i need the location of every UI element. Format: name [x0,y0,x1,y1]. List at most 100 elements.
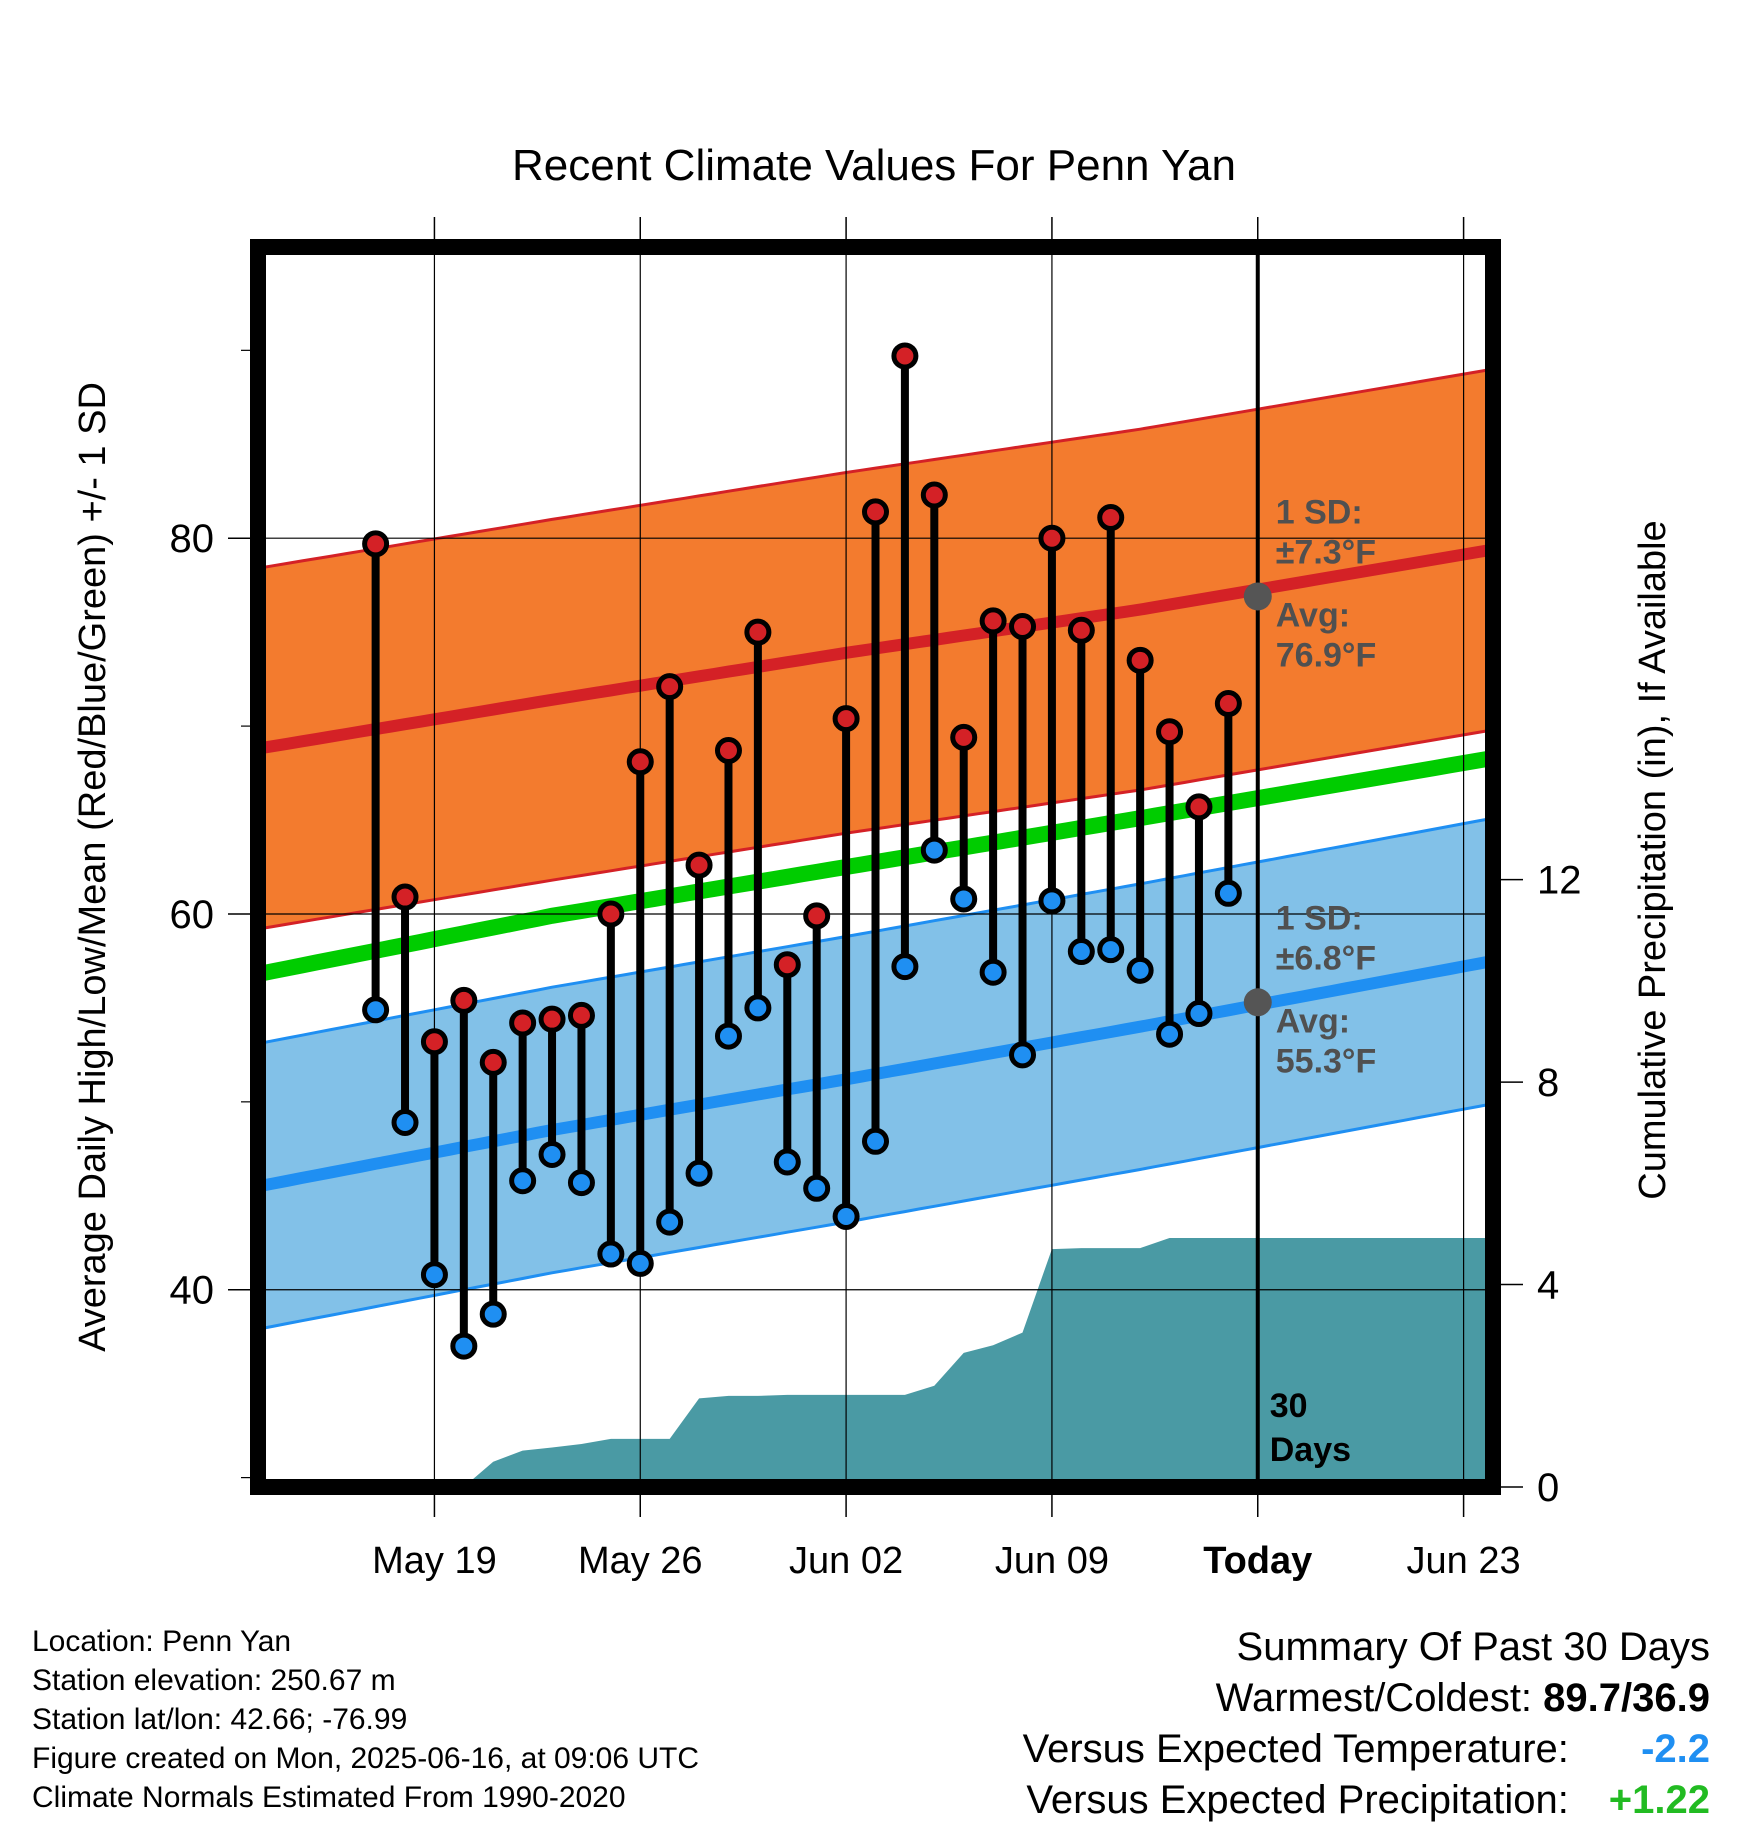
daily-low-point [862,1127,889,1155]
summary-temp-row: Versus Expected Temperature: -2.2 [1023,1724,1710,1775]
daily-high-point [803,902,831,930]
daily-low-point [391,1109,419,1137]
elevation-text: Station elevation: 250.67 m [32,1664,396,1697]
daily-low-point [567,1169,595,1197]
summary-warm-cold-row: Warmest/Coldest: 89.7/36.9 [1023,1673,1710,1724]
daily-high-point [656,673,684,701]
daily-low-point [891,953,919,981]
daily-low-point [1038,887,1066,915]
daily-high-point [420,1028,448,1056]
daily-low-point [744,994,772,1022]
daily-low-point [538,1140,566,1168]
daily-low-point [450,1332,478,1360]
plot-frame [250,239,1501,1495]
daily-high-point [479,1048,507,1076]
daily-low-point [803,1174,831,1202]
daily-low-point [685,1159,713,1187]
low-avg-marker [1243,988,1272,1017]
daily-high-point [597,900,625,928]
high-sd-value: ±7.3°F [1276,533,1376,571]
daily-low-point [1097,936,1125,964]
low-avg-value: 55.3°F [1276,1042,1377,1080]
daily-high-point [362,530,390,558]
daily-high-point [1214,690,1242,718]
high-avg-value: 76.9°F [1276,636,1377,674]
daily-low-point [773,1148,801,1176]
daily-high-point [1038,524,1066,552]
daily-low-point [420,1261,448,1289]
station-info: Location: Penn Yan Station elevation: 25… [32,1622,699,1817]
daily-low-point [979,958,1007,986]
daily-high-point [567,1001,595,1029]
daily-low-point [362,996,390,1024]
x-tick-label: May 26 [578,1540,703,1582]
x-tick-label: Today [1203,1540,1312,1582]
daily-high-point [1067,616,1095,644]
daily-low-point [1126,956,1154,984]
daily-high-point [714,737,742,765]
daily-high-point [685,851,713,879]
y-axis-label-right: Cumulative Precipitation (in), If Availa… [1632,520,1674,1199]
high-sd-upper-edge [258,367,1493,570]
warm-cold-label: Warmest/Coldest: [1215,1676,1533,1720]
y-axis-label-left: Average Daily High/Low/Mean (Red/Blue/Gr… [72,382,114,1352]
plot-area [258,247,1493,1487]
low-sd-label: 1 SD: [1276,899,1363,937]
daily-low-point [626,1249,654,1277]
summary-heading: Summary Of Past 30 Days [1236,1625,1710,1669]
daily-high-point [950,723,978,751]
high-avg-label: Avg: [1276,596,1350,634]
precip-value: +1.22 [1608,1778,1710,1822]
daily-low-point [832,1202,860,1230]
high-avg-marker [1243,582,1272,611]
daily-low-point [479,1300,507,1328]
daily-high-point [862,498,889,526]
latlon-text: Station lat/lon: 42.66; -76.99 [32,1703,408,1736]
daily-high-point [832,705,860,733]
y-tick-label-right: 0 [1537,1466,1559,1510]
low-sd-value: ±6.8°F [1276,939,1376,977]
daily-high-point [1097,504,1125,532]
y-tick-label-right: 4 [1537,1264,1559,1308]
summary-precip-row: Versus Expected Precipitation: +1.22 [1023,1775,1710,1826]
y-tick-label-right: 12 [1537,859,1582,903]
daily-low-point [950,885,978,913]
daily-high-point [920,481,948,509]
x-tick-label: Jun 09 [995,1540,1109,1582]
daily-low-point [509,1167,537,1195]
daily-low-point [597,1240,625,1268]
x-axis-label: Day [840,1595,908,1600]
x-tick-label: May 19 [372,1540,497,1582]
temp-value: -2.2 [1641,1727,1710,1771]
daily-high-point [979,607,1007,635]
daily-high-point [1156,718,1184,746]
daily-high-point [626,748,654,776]
daily-low-point [1067,938,1095,966]
location-text: Location: Penn Yan [32,1625,292,1658]
precip-label: Versus Expected Precipitation: [1026,1778,1569,1822]
summary-panel: Summary Of Past 30 Days Warmest/Coldest:… [1023,1622,1710,1826]
daily-high-point [538,1005,566,1033]
precip-area [258,1238,1493,1487]
x-tick-label: Jun 23 [1407,1540,1521,1582]
days-count-label: 30 [1270,1387,1308,1425]
daily-high-point [1126,646,1154,674]
daily-low-point [1214,879,1242,907]
daily-high-point [1185,793,1213,821]
y-tick-label-left: 60 [170,893,215,937]
daily-high-point [391,883,419,911]
daily-high-point [509,1009,537,1037]
y-tick-label-left: 40 [170,1269,215,1313]
warm-cold-value: 89.7/36.9 [1543,1676,1710,1720]
daily-low-point [656,1208,684,1236]
normals-text: Climate Normals Estimated From 1990-2020 [32,1781,626,1814]
daily-high-point [744,618,772,646]
daily-low-point [714,1022,742,1050]
x-tick-label: Jun 02 [789,1540,903,1582]
daily-low-point [920,836,948,864]
high-sd-label: 1 SD: [1276,493,1363,531]
y-tick-label-right: 8 [1537,1061,1559,1105]
daily-high-point [1009,613,1037,641]
chart-title: Recent Climate Values For Penn Yan [512,141,1236,190]
